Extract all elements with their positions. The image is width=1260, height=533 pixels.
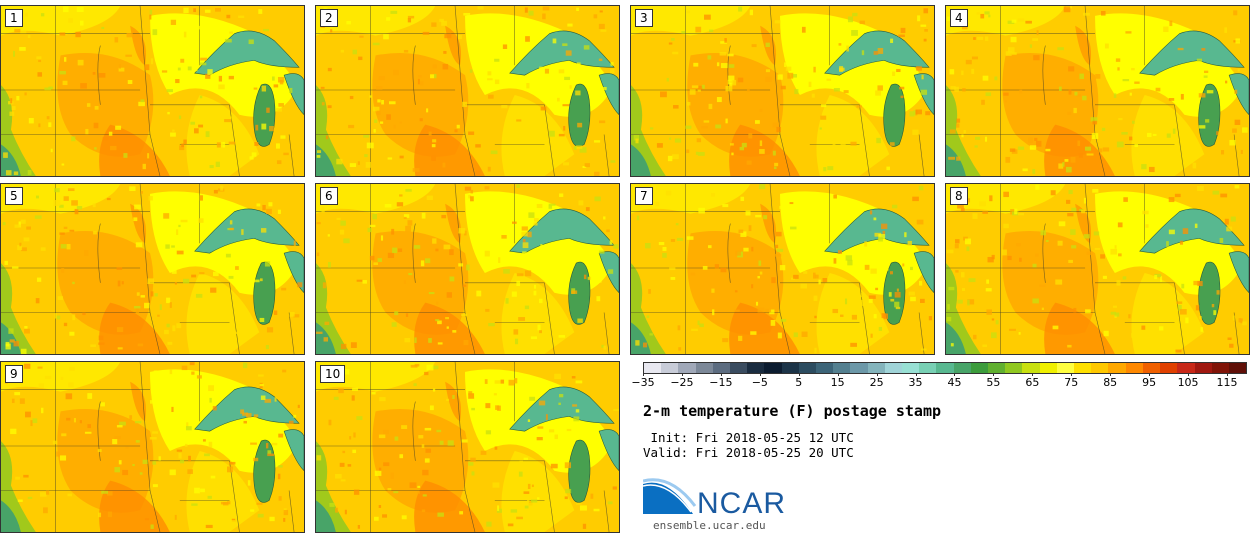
- colorbar-swatch: [695, 363, 713, 373]
- panel-number: 3: [635, 9, 653, 27]
- colorbar-swatch: [833, 363, 851, 373]
- colorbar-tick-label: 15: [830, 376, 845, 389]
- member-panel-5: 5: [0, 183, 305, 355]
- colorbar-tick-label: 25: [869, 376, 884, 389]
- colorbar-swatch: [1211, 363, 1229, 373]
- colorbar-swatch: [1108, 363, 1126, 373]
- temperature-map: [316, 6, 619, 176]
- colorbar-swatch: [1005, 363, 1023, 373]
- colorbar-swatch: [902, 363, 920, 373]
- colorbar-tick-label: 55: [986, 376, 1001, 389]
- colorbar-tick-label: −5: [751, 376, 768, 389]
- member-panel-3: 3: [630, 5, 935, 177]
- ncar-logo-icon: [643, 478, 697, 514]
- colorbar-swatch: [919, 363, 937, 373]
- panel-number: 6: [320, 187, 338, 205]
- colorbar-swatch: [730, 363, 748, 373]
- ncar-logo-text: NCAR: [697, 487, 787, 520]
- temperature-map: [1, 362, 304, 532]
- colorbar-tick-label: 75: [1064, 376, 1079, 389]
- member-panel-4: 4: [945, 5, 1250, 177]
- panel-number: 7: [635, 187, 653, 205]
- colorbar-swatch: [816, 363, 834, 373]
- member-panel-10: 10: [315, 361, 620, 533]
- temperature-map: [631, 184, 934, 354]
- colorbar-swatch: [764, 363, 782, 373]
- colorbar-ticks: −35 −25 −15 −5 5 15 25 35 45 55 65 75 85 95 105 115: [631, 373, 1247, 394]
- colorbar-swatch: [884, 363, 903, 373]
- colorbar-swatch: [936, 363, 954, 373]
- temperature-map: [631, 6, 934, 176]
- member-panel-2: 2: [315, 5, 620, 177]
- colorbar-swatch: [1039, 363, 1057, 373]
- panel-number: 4: [950, 9, 968, 27]
- temperature-map: [316, 184, 619, 354]
- colorbar-swatch: [798, 363, 817, 373]
- colorbar-swatch: [970, 363, 989, 373]
- member-panel-6: 6: [315, 183, 620, 355]
- colorbar-swatch: [1022, 363, 1040, 373]
- temperature-map: [946, 6, 1249, 176]
- site-url: ensemble.ucar.edu: [653, 519, 766, 532]
- colorbar-swatch: [678, 363, 696, 373]
- colorbar-swatch: [1074, 363, 1092, 373]
- colorbar-tick-label: −35: [631, 376, 655, 389]
- panel-number: 5: [5, 187, 23, 205]
- panel-number: 2: [320, 9, 338, 27]
- colorbar-swatch: [1160, 363, 1178, 373]
- colorbar-swatch: [1228, 363, 1247, 373]
- member-panel-1: 1: [0, 5, 305, 177]
- colorbar-swatch: [988, 363, 1006, 373]
- colorbar-tick-label: −15: [709, 376, 733, 389]
- colorbar-swatch: [1177, 363, 1195, 373]
- colorbar-tick-label: −25: [670, 376, 694, 389]
- temperature-map: [946, 184, 1249, 354]
- panel-number: 1: [5, 9, 23, 27]
- colorbar-tick-label: 45: [947, 376, 962, 389]
- colorbar-tick-label: 95: [1142, 376, 1157, 389]
- colorbar-swatch: [1194, 363, 1212, 373]
- colorbar-swatch: [1056, 363, 1075, 373]
- colorbar-tick-label: 85: [1103, 376, 1118, 389]
- colorbar-swatch: [1142, 363, 1161, 373]
- member-panel-7: 7: [630, 183, 935, 355]
- temperature-map: [316, 362, 619, 532]
- valid-time: Valid: Fri 2018-05-25 20 UTC: [643, 445, 854, 460]
- colorbar-swatch: [781, 363, 799, 373]
- colorbar-tick-label: 115: [1216, 376, 1238, 389]
- panel-number: 8: [950, 187, 968, 205]
- chart-title: 2-m temperature (F) postage stamp: [643, 402, 942, 420]
- colorbar-tick-label: 65: [1025, 376, 1040, 389]
- colorbar-swatch: [1091, 363, 1109, 373]
- colorbar-swatch: [712, 363, 731, 373]
- init-time: Init: Fri 2018-05-25 12 UTC: [643, 430, 854, 445]
- colorbar: [643, 362, 1247, 374]
- member-panel-9: 9: [0, 361, 305, 533]
- panel-number: 9: [5, 365, 23, 383]
- colorbar-swatch: [867, 363, 885, 373]
- colorbar-swatch: [1125, 363, 1143, 373]
- colorbar-tick-label: 35: [908, 376, 923, 389]
- colorbar-swatch: [747, 363, 765, 373]
- temperature-map: [1, 6, 304, 176]
- colorbar-swatch: [953, 363, 971, 373]
- colorbar-tick-label: 105: [1177, 376, 1199, 389]
- colorbar-swatch: [644, 363, 662, 373]
- colorbar-swatch: [850, 363, 868, 373]
- temperature-map: [1, 184, 304, 354]
- panel-number: 10: [320, 365, 346, 383]
- colorbar-swatch: [661, 363, 679, 373]
- member-panel-8: 8: [945, 183, 1250, 355]
- colorbar-tick-label: 5: [795, 376, 803, 389]
